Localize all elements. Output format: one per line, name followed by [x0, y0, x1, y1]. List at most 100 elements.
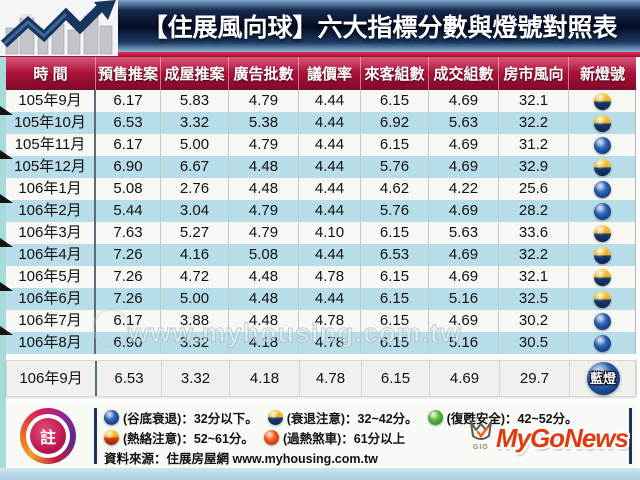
score-cell: 4.48 [229, 178, 299, 200]
legend-line-2: (熱絡注意)：52~61分。 (過熱煞車)：61分以上 [104, 427, 626, 447]
signal-light-icon [593, 92, 611, 110]
signal-light-icon [593, 136, 611, 154]
score-cell: 6.53 [96, 112, 161, 134]
legend-item: (谷底衰退)：32分以下。 [104, 408, 258, 427]
col-header-ads: 廣告批數 [229, 57, 299, 90]
score-cell: 5.63 [429, 222, 499, 244]
source-text: 資料來源：住展房屋網 www.myhousing.com.tw [104, 451, 378, 466]
score-cell: 4.69 [429, 156, 499, 178]
score-cell: 2.76 [161, 178, 229, 200]
signal-light-icon [593, 246, 611, 264]
time-cell: 106年1月 [6, 178, 96, 200]
col-header-built: 成屋推案 [161, 57, 229, 90]
score-cell: 4.78 [300, 361, 362, 396]
time-cell: 106年9月 [7, 361, 97, 396]
signal-cell [569, 310, 636, 332]
signal-cell [569, 244, 636, 266]
legend-item-label: (衰退注意)：32~42分。 [286, 411, 418, 426]
table-row: 106年2月 5.44 3.04 4.79 4.44 5.76 4.69 28.… [6, 200, 636, 222]
score-cell: 6.53 [97, 361, 162, 396]
legend-item-label: (谷底衰退)：32分以下。 [123, 411, 258, 426]
signal-cell [569, 112, 636, 134]
buildings-arrow-logo-icon [0, 0, 118, 56]
score-cell: 4.79 [229, 222, 299, 244]
score-cell: 3.32 [162, 361, 230, 396]
table-row: 105年12月 6.90 6.67 4.48 4.44 5.76 4.69 32… [6, 156, 636, 178]
signal-light-icon [593, 224, 611, 242]
legend-light-icon [104, 429, 119, 445]
score-cell: 6.90 [96, 156, 161, 178]
score-cell: 4.48 [229, 310, 299, 332]
score-cell: 4.78 [299, 310, 361, 332]
score-cell: 5.63 [429, 112, 499, 134]
time-cell: 105年11月 [6, 134, 96, 156]
score-cell: 6.15 [361, 332, 429, 354]
score-cell: 4.44 [299, 112, 361, 134]
table-row: 105年11月 6.17 5.00 4.79 4.44 6.15 4.69 31… [0, 134, 636, 159]
score-cell: 5.76 [361, 156, 429, 178]
score-cell: 4.69 [429, 90, 499, 112]
signal-cell: 藍燈 [570, 361, 637, 396]
brand-logo: GIO MyGoNews [468, 420, 629, 453]
score-cell: 5.27 [161, 222, 229, 244]
gio-label: GIO [472, 444, 489, 451]
bottom-frame [0, 468, 640, 480]
blue-light-badge-icon: 藍燈 [586, 362, 620, 395]
table-row: 105年9月 6.17 5.83 4.79 4.44 6.15 4.69 32.… [0, 90, 636, 115]
time-cell: 105年10月 [6, 112, 96, 134]
col-header-signal: 新燈號 [579, 66, 625, 83]
score-cell: 4.48 [229, 288, 299, 310]
legend-light-icon [104, 409, 119, 425]
time-cell: 105年12月 [6, 156, 96, 178]
score-cell: 7.26 [96, 288, 161, 310]
score-cell: 4.44 [299, 90, 361, 112]
score-cell: 4.48 [229, 156, 299, 178]
total-cell: 32.1 [499, 266, 569, 288]
score-cell: 6.90 [96, 332, 161, 354]
time-cell: 106年8月 [6, 332, 96, 354]
score-cell: 5.16 [429, 288, 499, 310]
score-cell: 6.15 [362, 361, 430, 396]
time-cell: 106年3月 [6, 222, 96, 244]
score-cell: 4.44 [299, 288, 361, 310]
legend-item: (熱絡注意)：52~61分。 [104, 428, 254, 447]
total-cell: 31.2 [499, 134, 569, 156]
legend-box: 註 (谷底衰退)：32分以下。 (衰退注意)：32~42分。 (復甦安全)：42… [6, 404, 636, 468]
col-header-presale: 預售推案 [96, 57, 161, 90]
signal-cell [569, 90, 636, 112]
signal-light-icon [593, 180, 611, 198]
legend-item: (衰退注意)：32~42分。 [267, 408, 418, 427]
time-cell: 105年9月 [6, 90, 96, 112]
col-header-bargain: 議價率 [299, 57, 361, 90]
table-row: 105年10月 6.53 3.32 5.38 4.44 6.92 5.63 32… [6, 112, 636, 134]
time-cell: 106年6月 [6, 288, 96, 310]
table-row: 106年4月 7.26 4.16 5.08 4.44 6.53 4.69 32.… [6, 244, 636, 266]
signal-cell [569, 288, 636, 310]
score-cell: 4.44 [299, 200, 361, 222]
table-row: 106年8月 6.90 3.32 4.18 4.78 6.15 5.16 30.… [6, 332, 636, 354]
score-cell: 4.44 [299, 156, 361, 178]
score-cell: 4.69 [429, 134, 499, 156]
total-cell: 30.2 [499, 310, 569, 332]
score-cell: 6.15 [361, 266, 429, 288]
total-cell: 25.6 [499, 178, 569, 200]
score-cell: 4.44 [299, 134, 361, 156]
total-cell: 32.5 [499, 288, 569, 310]
score-cell: 7.26 [96, 244, 161, 266]
legend-light-icon [263, 429, 279, 445]
table-row: 106年7月 6.17 3.88 4.48 4.78 6.15 4.69 30.… [0, 310, 636, 335]
note-badge-label: 註 [30, 418, 66, 454]
score-cell: 4.69 [429, 200, 499, 222]
legend-item-label: (熱絡注意)：52~61分。 [123, 431, 254, 446]
score-cell: 4.69 [430, 361, 500, 396]
signal-cell [569, 222, 636, 244]
note-badge-icon: 註 [20, 408, 76, 464]
score-cell: 7.26 [96, 266, 161, 288]
brand-name: MyGoNews [495, 423, 629, 453]
signal-light-icon [593, 202, 611, 220]
time-cell: 106年4月 [6, 244, 96, 266]
col-header-visitors: 來客組數 [361, 57, 429, 90]
score-cell: 5.83 [161, 90, 229, 112]
table-row: 106年1月 5.08 2.76 4.48 4.44 4.62 4.22 25.… [0, 178, 636, 203]
score-cell: 4.16 [161, 244, 229, 266]
